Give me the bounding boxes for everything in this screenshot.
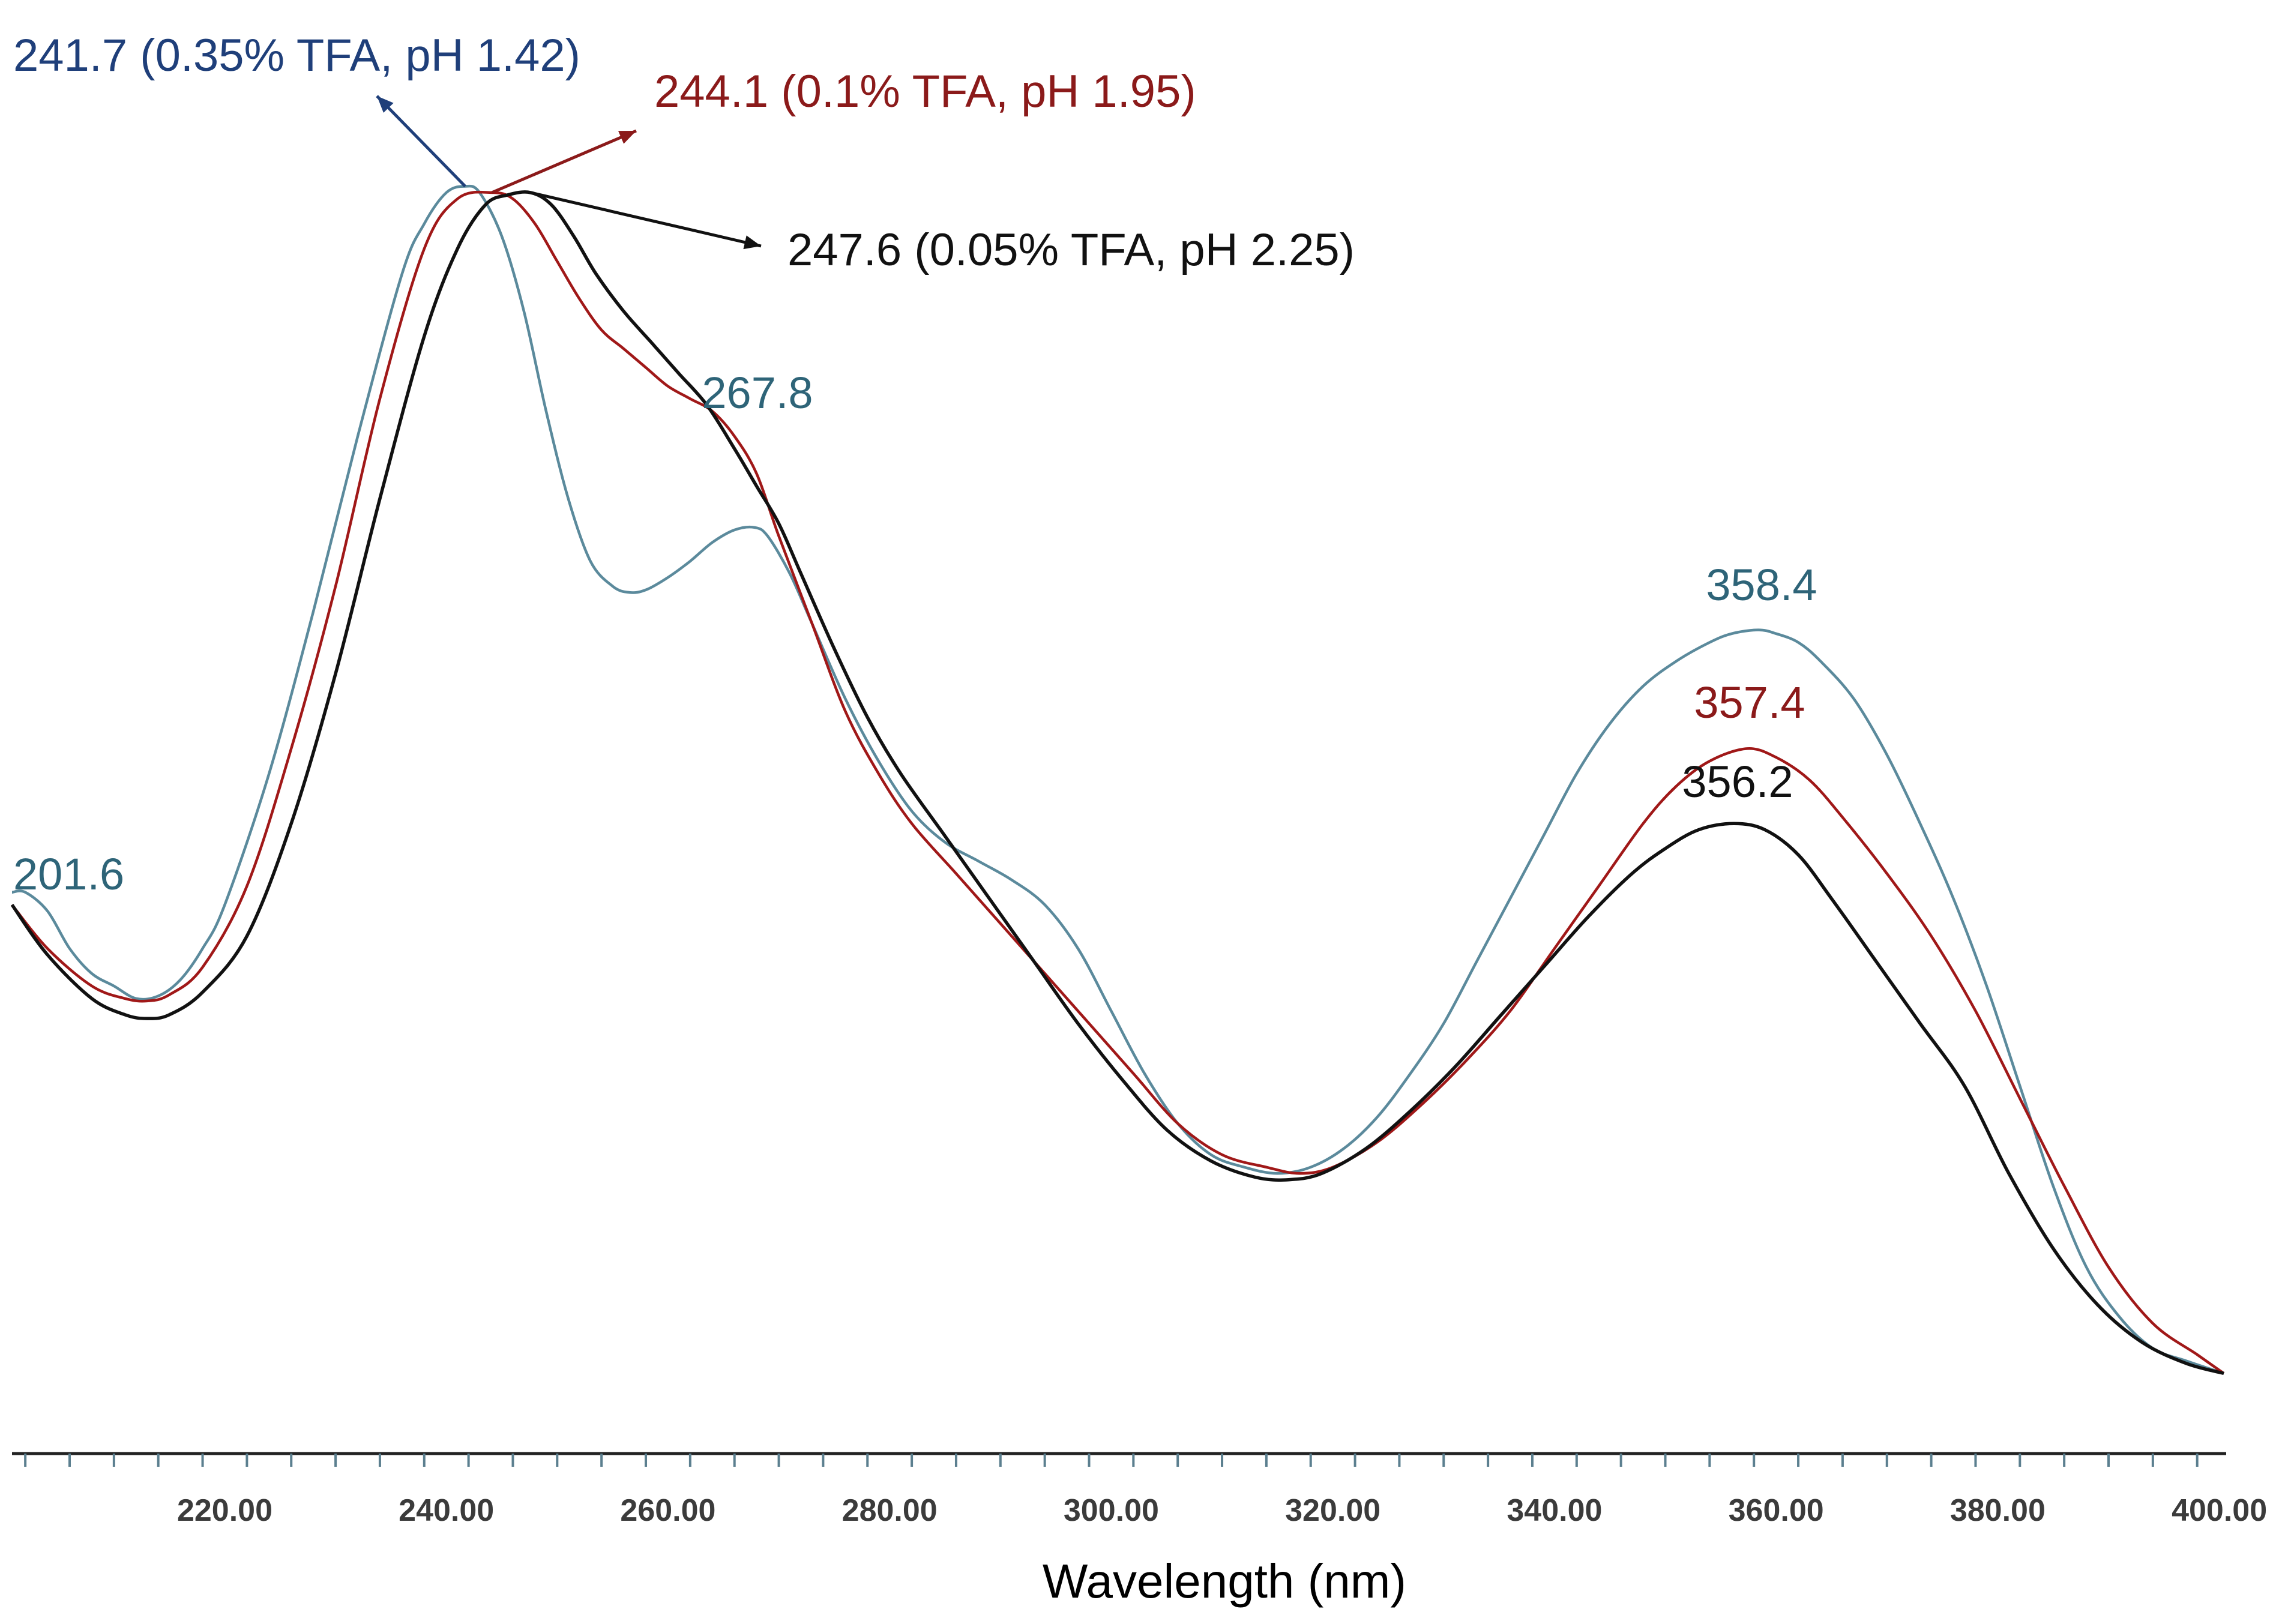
- x-tick-label: 300.00: [1064, 1493, 1159, 1528]
- annotation-label: 356.2: [1682, 757, 1793, 807]
- x-axis-ticks: 220.00 240.00 260.00 280.00 300.00 320.00 340.…: [24, 1454, 2267, 1528]
- annotations: 241.7 (0.35% TFA, pH 1.42) 244.1 (0.1% TF…: [13, 30, 1817, 899]
- annotation-label: 241.7 (0.35% TFA, pH 1.42): [13, 30, 580, 81]
- x-tick-label: 380.00: [1950, 1493, 2046, 1528]
- x-axis-title: Wavelength (nm): [1043, 1554, 1406, 1608]
- x-tick-label: 280.00: [842, 1493, 938, 1528]
- annotation-label: 244.1 (0.1% TFA, pH 1.95): [654, 66, 1196, 117]
- annotation-label: 357.4: [1694, 678, 1805, 727]
- annotation-label: 358.4: [1706, 560, 1817, 610]
- arrow-244-1: [491, 129, 637, 194]
- annotation-label: 201.6: [13, 849, 124, 899]
- annotation-label: 247.6 (0.05% TFA, pH 2.25): [787, 224, 1355, 275]
- arrow-241-7: [376, 95, 466, 188]
- series-group: [10, 184, 2225, 1376]
- x-tick-label: 400.00: [2172, 1493, 2267, 1528]
- annotation-label: 267.8: [702, 368, 813, 418]
- annotation-arrows: [376, 95, 762, 250]
- arrow-247-6: [530, 191, 762, 250]
- x-tick-label: 220.00: [177, 1493, 272, 1528]
- x-tick-label: 260.00: [620, 1493, 715, 1528]
- x-tick-label: 320.00: [1285, 1493, 1380, 1528]
- x-tick-label: 360.00: [1729, 1493, 1824, 1528]
- series-line-1: [11, 190, 2225, 1375]
- x-tick-label: 240.00: [399, 1493, 494, 1528]
- x-tick-label: 340.00: [1507, 1493, 1602, 1528]
- series-line-0: [11, 184, 2224, 1375]
- series-line-2: [10, 190, 2224, 1376]
